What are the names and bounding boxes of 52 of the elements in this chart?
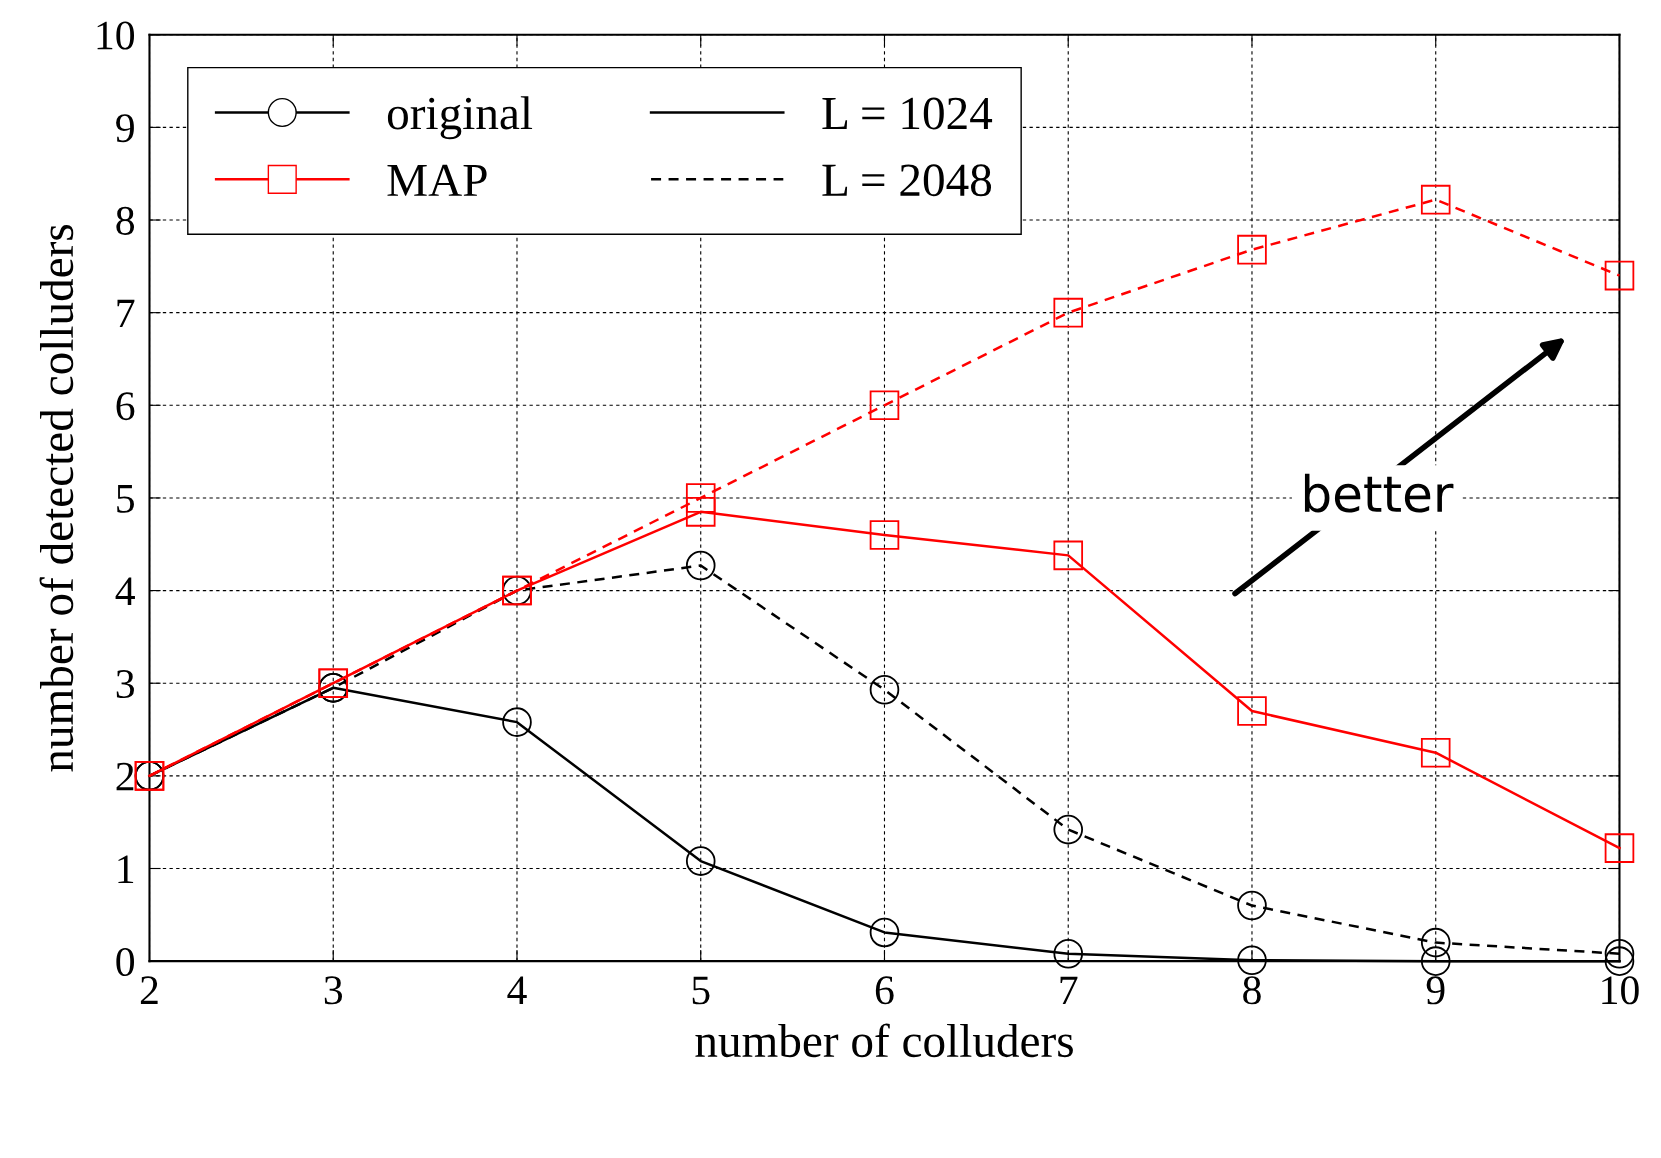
x-tick-label: 9 (1426, 976, 1445, 1005)
point (1237, 234, 1267, 265)
legend-label: MAP (387, 164, 487, 196)
x-tick-label: 10 (1602, 976, 1639, 1005)
y-tick-label: 1 (118, 855, 134, 883)
annotation: better (1304, 473, 1454, 513)
point (869, 917, 900, 948)
point (685, 483, 716, 513)
point (1604, 938, 1635, 969)
point (1604, 833, 1635, 863)
point (1053, 938, 1084, 969)
point (1420, 946, 1451, 976)
point (1053, 814, 1084, 845)
point (1604, 260, 1635, 291)
y-tick-label: 5 (117, 485, 134, 513)
y-tick-label: 6 (116, 392, 135, 421)
x-tick-label: 6 (875, 976, 894, 1005)
point (869, 674, 900, 705)
x-tick-label: 3 (324, 976, 343, 1005)
annotation: L = 1024 (822, 97, 993, 130)
point (1420, 737, 1451, 768)
y-tick-label: 8 (116, 206, 135, 235)
y-tick-label: 0 (116, 947, 135, 977)
y-tick-label: 7 (117, 299, 135, 328)
point (1237, 696, 1267, 726)
point (1420, 927, 1451, 958)
y-axis-title: number of detected colluders (39, 224, 74, 772)
point (869, 390, 900, 421)
annotation: L = 2048 (822, 164, 992, 197)
point (502, 707, 532, 737)
y-tick-label: 9 (116, 114, 134, 143)
x-tick-label: 4 (507, 976, 527, 1004)
point (685, 846, 716, 876)
y-tick-label: 4 (115, 577, 135, 606)
x-tick-label: 7 (1060, 976, 1078, 1004)
x-tick-label: 8 (1243, 976, 1261, 1005)
x-tick-label: 5 (692, 976, 710, 1005)
point (1604, 946, 1635, 976)
point (1053, 297, 1084, 328)
point (1420, 184, 1451, 215)
point (685, 550, 716, 581)
point (869, 520, 900, 550)
y-tick-label: 3 (116, 670, 134, 699)
legend-label: original (387, 96, 533, 140)
point (1237, 945, 1267, 976)
x-axis-title: number of colluders (695, 1023, 1073, 1058)
y-tick-label: 10 (97, 21, 135, 50)
point (1237, 890, 1267, 921)
point (685, 497, 716, 527)
point (1053, 540, 1084, 571)
y-tick-label: 2 (116, 762, 134, 791)
x-tick-label: 2 (140, 976, 158, 1004)
